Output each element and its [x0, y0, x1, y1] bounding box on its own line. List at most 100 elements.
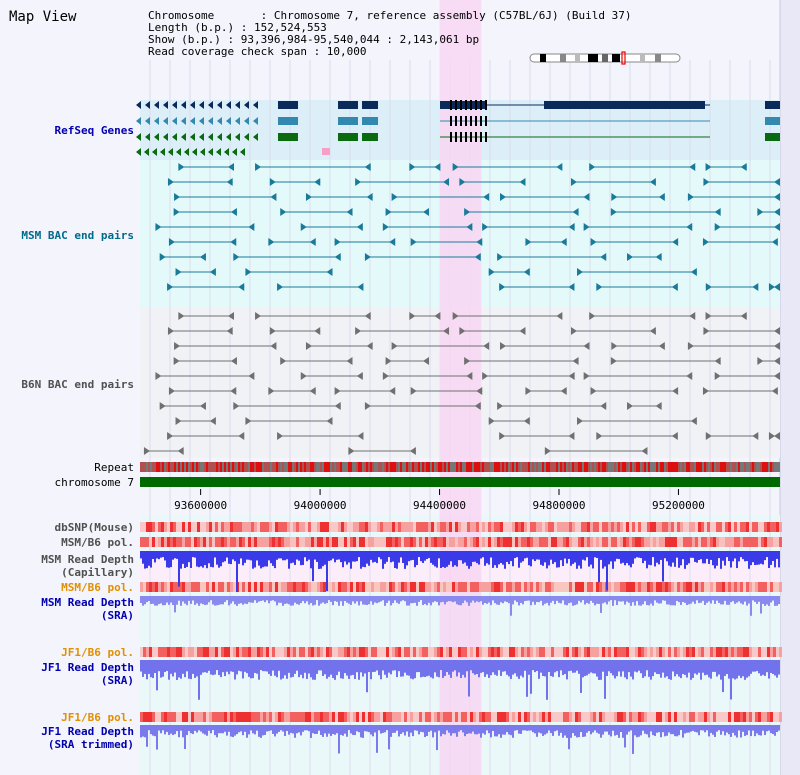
msm-capillary-depth-bar: [660, 551, 662, 560]
b6n-bac-end: [690, 417, 697, 425]
dbsnp-strip: [389, 522, 392, 532]
msm-capillary-depth-bar: [664, 551, 666, 559]
jf1-trimmed-depth-bar: [704, 725, 706, 733]
msm-bac-end: [690, 268, 697, 276]
jf1-sra-depth-bar: [426, 660, 428, 677]
msm-pol-strip: [263, 537, 266, 547]
msm-pol2-strip: [596, 582, 599, 592]
msm-pol2-strip: [656, 582, 659, 592]
msm-pol-strip: [539, 537, 542, 547]
jf1-sra-depth-bar: [330, 660, 332, 675]
msm-bac-end: [589, 163, 596, 171]
jf1-trimmed-depth-bar: [524, 725, 526, 731]
jf1-trimmed-depth-bar: [608, 725, 610, 735]
msm-pol2-strip: [683, 582, 686, 592]
jf1-sra-depth-bar: [230, 660, 232, 672]
jf1-pol2-strip: [578, 712, 581, 722]
jf1-pol2-strip: [200, 712, 203, 722]
jf1-pol2-strip: [350, 712, 353, 722]
msm-pol2-strip: [410, 582, 413, 592]
dbsnp-strip: [491, 522, 494, 532]
track-label-b6n-bac[interactable]: B6N BAC end pairs: [21, 378, 134, 391]
track-label-jf1-pol-2[interactable]: JF1/B6 pol.: [61, 711, 134, 724]
dbsnp-strip: [176, 522, 179, 532]
msm-pol-strip: [482, 537, 485, 547]
track-label-refseq[interactable]: RefSeq Genes: [54, 124, 134, 137]
msm-pol-strip: [221, 537, 224, 547]
msm-bac-end: [173, 208, 180, 216]
jf1-trimmed-depth-bar: [278, 725, 280, 732]
msm-sra-depth-bar: [496, 596, 498, 605]
jf1-sra-depth-bar: [158, 660, 160, 672]
msm-pol2-strip: [680, 582, 683, 592]
dbsnp-strip: [476, 522, 479, 532]
dbsnp-strip: [497, 522, 500, 532]
dbsnp-strip: [407, 522, 410, 532]
jf1-sra-depth-bar: [238, 660, 240, 671]
dbsnp-strip: [194, 522, 197, 532]
jf1-pol2-strip: [197, 712, 200, 722]
msm-capillary-depth-bar: [742, 551, 744, 560]
track-label-jf1-depth-trimmed[interactable]: JF1 Read Depth (SRA trimmed): [41, 725, 134, 751]
jf1-trimmed-depth-bar: [214, 725, 216, 736]
track-label-jf1-depth-sra[interactable]: JF1 Read Depth (SRA): [41, 661, 134, 687]
repeat-block: [534, 462, 536, 472]
track-label-jf1-pol-1[interactable]: JF1/B6 pol.: [61, 646, 134, 659]
msm-capillary-depth-bar: [698, 551, 700, 560]
track-label-repeat[interactable]: Repeat: [94, 461, 134, 474]
msm-bac-end: [768, 283, 775, 291]
jf1-sra-depth-bar: [632, 660, 634, 680]
jf1-pol-strip: [512, 647, 515, 657]
jf1-trimmed-depth-bar: [684, 725, 686, 734]
dbsnp-strip: [569, 522, 572, 532]
jf1-pol-strip: [623, 647, 626, 657]
jf1-trimmed-depth-bar: [244, 725, 246, 732]
jf1-sra-depth-bar: [208, 660, 210, 671]
jf1-sra-depth-bar: [414, 660, 416, 679]
jf1-pol2-strip: [377, 712, 380, 722]
jf1-pol-strip: [566, 647, 569, 657]
track-label-msm-pol-2[interactable]: MSM/B6 pol.: [61, 581, 134, 594]
jf1-sra-depth-bar: [476, 660, 478, 674]
jf1-sra-depth-bar: [492, 660, 494, 673]
msm-sra-depth-bar: [276, 596, 278, 606]
jf1-trimmed-depth-bar: [600, 725, 602, 738]
dbsnp-strip: [647, 522, 650, 532]
track-label-chromosome[interactable]: chromosome 7: [54, 476, 134, 489]
track-label-msm-bac[interactable]: MSM BAC end pairs: [21, 229, 134, 242]
jf1-trimmed-depth-bar: [558, 725, 560, 736]
jf1-pol2-strip: [743, 712, 746, 722]
dbsnp-strip: [284, 522, 287, 532]
msm-pol2-strip: [155, 582, 158, 592]
jf1-pol2-strip: [164, 712, 167, 722]
gene-exon: [460, 116, 462, 126]
jf1-pol2-strip: [464, 712, 467, 722]
jf1-pol2-strip: [518, 712, 521, 722]
msm-capillary-depth-bar: [180, 551, 182, 569]
msm-bac-end: [391, 193, 398, 201]
msm-sra-depth-bar: [300, 596, 302, 604]
dbsnp-strip: [746, 522, 749, 532]
msm-capillary-depth-bar: [458, 551, 460, 561]
jf1-pol-strip: [338, 647, 341, 657]
msm-capillary-depth-bar: [654, 551, 656, 567]
track-label-dbsnp[interactable]: dbSNP(Mouse): [54, 521, 134, 534]
msm-capillary-depth-bar: [298, 551, 300, 561]
gene-arrow: [199, 101, 204, 109]
jf1-pol-strip: [431, 647, 434, 657]
dbsnp-strip: [257, 522, 260, 532]
jf1-pol-strip: [659, 647, 662, 657]
jf1-trimmed-depth-bar: [172, 725, 174, 736]
track-label-msm-depth-capillary[interactable]: MSM Read Depth (Capillary): [41, 553, 134, 579]
track-label-msm-pol-1[interactable]: MSM/B6 pol.: [61, 536, 134, 549]
repeat-block: [614, 462, 616, 472]
jf1-trimmed-depth-bar: [638, 725, 640, 737]
jf1-trimmed-depth-bar: [484, 725, 486, 735]
msm-sra-depth-bar: [278, 596, 280, 603]
dbsnp-strip: [698, 522, 701, 532]
msm-sra-depth-bar: [548, 596, 550, 606]
track-label-msm-depth-sra[interactable]: MSM Read Depth (SRA): [41, 596, 134, 622]
jf1-pol2-strip: [425, 712, 428, 722]
msm-pol2-strip: [269, 582, 272, 592]
